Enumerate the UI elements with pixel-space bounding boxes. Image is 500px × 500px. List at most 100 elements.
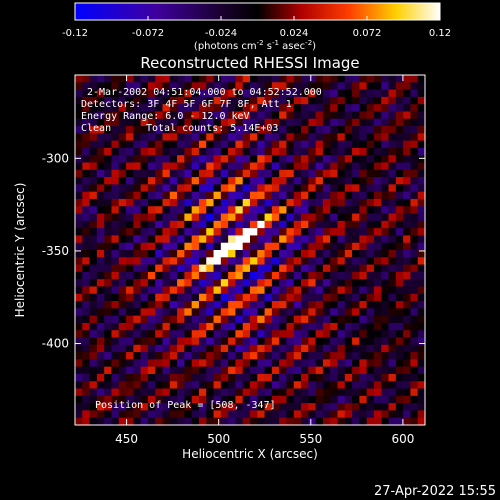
heatmap-cell [315,330,324,338]
heatmap-cell [82,155,90,163]
heatmap-cell [279,198,287,207]
heatmap-cell [82,228,90,236]
heatmap-cell [162,89,171,98]
heatmap-cell [293,213,302,222]
heatmap-cell [373,140,382,149]
heatmap-cell [410,104,419,112]
heatmap-cell [264,322,273,331]
heatmap-cell [82,213,90,222]
heatmap-cell [308,96,316,105]
heatmap-cell [293,403,302,411]
heatmap-cell [293,162,302,171]
heatmap-cell [403,337,411,346]
heatmap-cell [133,235,141,244]
heatmap-cell [395,133,404,141]
heatmap-cell [162,381,171,389]
heatmap-cell [220,126,229,134]
heatmap-cell [162,140,171,149]
heatmap-cell [140,140,149,149]
heatmap-cell [184,104,192,112]
heatmap-cell [133,264,141,273]
heatmap-cell [373,322,382,331]
heatmap-cell [89,366,98,375]
heatmap-cell [140,89,149,98]
heatmap-cell [315,169,324,178]
heatmap-cell [206,279,214,287]
heatmap-cell [213,344,222,353]
heatmap-cell [155,271,163,280]
heatmap-cell [308,126,316,134]
heatmap-cell [184,330,192,338]
heatmap-cell [140,242,149,251]
heatmap-cell [191,111,200,120]
heatmap-cell [155,337,163,346]
heatmap-cell [388,220,397,229]
heatmap-cell [198,344,207,353]
heatmap-cell [301,75,309,83]
heatmap-cell [242,89,251,98]
heatmap-cell [220,330,229,338]
heatmap-cell [96,126,105,134]
heatmap-cell [75,286,83,295]
heatmap-cell [337,75,346,83]
heatmap-cell [184,395,192,404]
heatmap-cell [344,395,353,404]
heatmap-cell [111,257,120,265]
heatmap-cell [410,213,419,222]
heatmap-cell [373,250,382,258]
heatmap-cell [373,118,382,127]
heatmap-cell [126,286,134,295]
heatmap-cell [301,373,309,382]
heatmap-cell [403,96,411,105]
heatmap-cell [381,403,389,411]
heatmap-cell [250,82,258,90]
heatmap-cell [75,89,83,98]
heatmap-cell [395,213,404,222]
heatmap-cell [184,191,192,200]
heatmap-cell [118,155,127,163]
heatmap-cell [220,403,229,411]
heatmap-cell [177,388,185,397]
heatmap-cell [169,366,178,375]
heatmap-cell [162,410,171,419]
heatmap-cell [220,366,229,375]
heatmap-cell [96,155,105,163]
heatmap-cell [155,373,163,382]
heatmap-cell [75,359,83,367]
heatmap-cell [75,126,83,134]
heatmap-cell [82,75,90,83]
heatmap-cell [235,162,244,171]
heatmap-cell [118,184,127,192]
heatmap-cell [89,250,98,258]
heatmap-cell [410,242,419,251]
heatmap-cell [235,111,244,120]
heatmap-cell [359,395,367,404]
heatmap-cell [271,184,280,192]
heatmap-cell [206,82,214,90]
heatmap-cell [89,381,98,389]
heatmap-cell [344,352,353,360]
heatmap-cell [279,242,287,251]
heatmap-cell [381,257,389,265]
heatmap-cell [366,133,375,141]
heatmap-cell [147,133,156,141]
heatmap-cell [220,417,229,426]
heatmap-cell [352,308,360,316]
heatmap-cell [279,388,287,397]
heatmap-cell [381,373,389,382]
heatmap-cell [155,140,163,149]
heatmap-cell [220,293,229,302]
heatmap-cell [220,373,229,382]
heatmap-cell [271,155,280,163]
heatmap-cell [417,257,426,265]
heatmap-cell [330,118,338,127]
heatmap-cell [206,410,214,419]
heatmap-cell [155,410,163,419]
heatmap-cell [126,315,134,324]
heatmap-cell [410,177,419,185]
heatmap-cell [133,155,141,163]
heatmap-cell [126,133,134,141]
heatmap-cell [417,293,426,302]
heatmap-cell [89,147,98,156]
heatmap-cell [126,126,134,134]
